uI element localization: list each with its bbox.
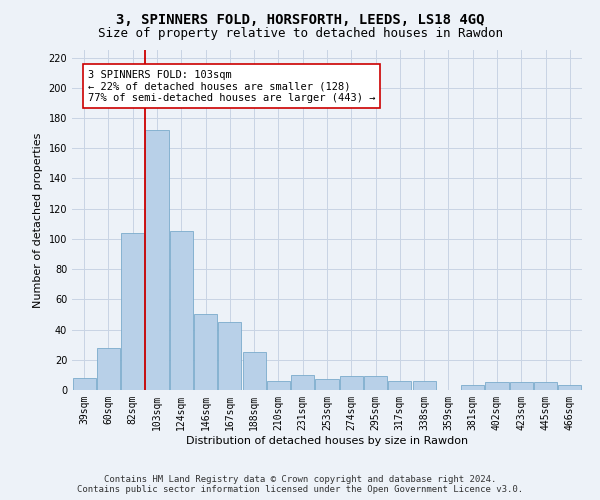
Bar <box>267 381 290 390</box>
Text: Size of property relative to detached houses in Rawdon: Size of property relative to detached ho… <box>97 28 503 40</box>
Bar <box>242 352 266 390</box>
Bar <box>145 130 169 390</box>
Bar <box>316 380 338 390</box>
Bar <box>485 382 509 390</box>
Bar <box>170 232 193 390</box>
Bar <box>218 322 241 390</box>
Bar <box>559 386 581 390</box>
Bar <box>534 382 557 390</box>
Text: 3, SPINNERS FOLD, HORSFORTH, LEEDS, LS18 4GQ: 3, SPINNERS FOLD, HORSFORTH, LEEDS, LS18… <box>116 12 484 26</box>
Bar <box>194 314 217 390</box>
X-axis label: Distribution of detached houses by size in Rawdon: Distribution of detached houses by size … <box>186 436 468 446</box>
Text: Contains HM Land Registry data © Crown copyright and database right 2024.
Contai: Contains HM Land Registry data © Crown c… <box>77 474 523 494</box>
Bar <box>97 348 120 390</box>
Bar <box>461 386 484 390</box>
Bar <box>340 376 363 390</box>
Text: 3 SPINNERS FOLD: 103sqm
← 22% of detached houses are smaller (128)
77% of semi-d: 3 SPINNERS FOLD: 103sqm ← 22% of detache… <box>88 70 375 103</box>
Bar <box>364 376 387 390</box>
Bar <box>121 233 144 390</box>
Bar <box>510 382 533 390</box>
Bar <box>73 378 95 390</box>
Y-axis label: Number of detached properties: Number of detached properties <box>33 132 43 308</box>
Bar <box>413 381 436 390</box>
Bar <box>291 375 314 390</box>
Bar <box>388 381 412 390</box>
